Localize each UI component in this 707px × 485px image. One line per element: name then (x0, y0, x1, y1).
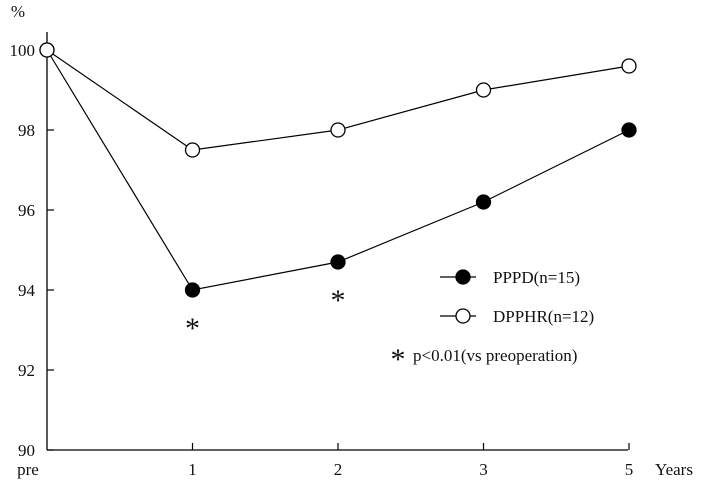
x-tick-label: 1 (188, 460, 197, 479)
data-point-dpphr (475, 82, 492, 98)
legend-label: PPPD(n=15) (493, 268, 580, 287)
x-axis-title: Years (655, 460, 693, 479)
data-point-dpphr (39, 42, 55, 58)
x-tick-label: 5 (625, 460, 634, 479)
footnote-asterisk: * (391, 343, 406, 376)
legend: PPPD(n=15) DPPHR(n=12) (440, 268, 594, 326)
data-point-pppd (184, 282, 201, 298)
x-tick-label: pre (17, 460, 39, 479)
data-point-pppd (621, 122, 637, 138)
data-point-dpphr (621, 58, 637, 74)
series-line-pppd (46, 49, 630, 291)
axes (46, 32, 628, 451)
x-tick-label: 2 (334, 460, 343, 479)
y-tick-label: 92 (18, 361, 35, 380)
series-points (39, 42, 637, 298)
y-tick-label: 96 (18, 201, 35, 220)
y-tick-label: 94 (18, 281, 36, 300)
footnote-text: p<0.01(vs preoperation) (413, 346, 577, 365)
y-ticks: 90 92 94 96 98 100 (10, 41, 54, 460)
significance-asterisk: * (331, 284, 346, 317)
y-axis-unit-label: % (11, 2, 25, 21)
data-point-pppd (330, 254, 346, 270)
x-ticks: pre 1 2 3 5 (17, 443, 633, 479)
y-tick-label: 100 (10, 41, 36, 60)
legend-marker (455, 269, 471, 285)
series-lines (46, 49, 630, 291)
data-point-pppd (475, 194, 492, 210)
significance-annotations: ** (185, 284, 346, 345)
data-point-dpphr (330, 122, 346, 138)
x-tick-label: 3 (479, 460, 488, 479)
legend-marker (455, 308, 471, 324)
y-tick-label: 90 (18, 441, 35, 460)
y-tick-label: 98 (18, 121, 35, 140)
data-point-dpphr (184, 142, 201, 158)
significance-footnote: * p<0.01(vs preoperation) (391, 343, 578, 376)
legend-label: DPPHR(n=12) (493, 307, 594, 326)
significance-asterisk: * (185, 312, 200, 345)
